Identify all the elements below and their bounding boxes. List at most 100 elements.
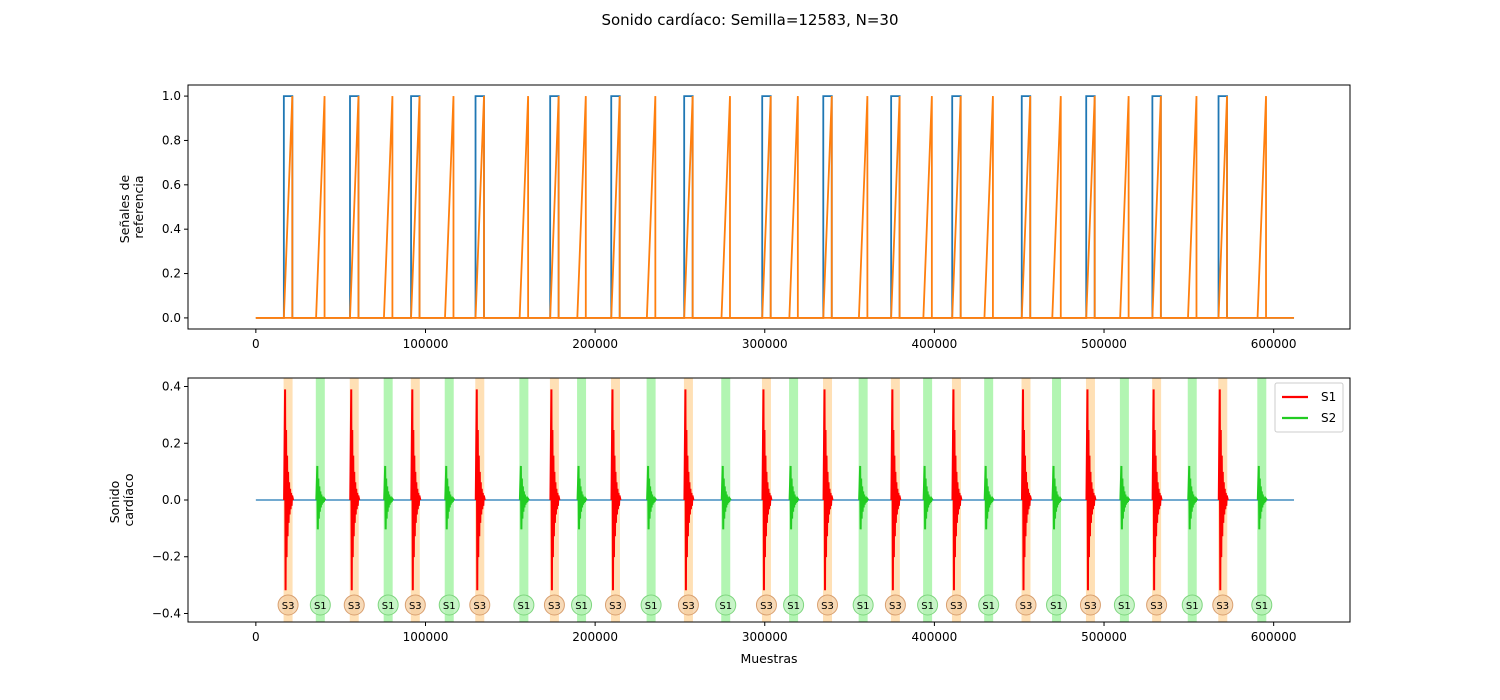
s1-waveform xyxy=(349,389,361,591)
bottom-x-tick-label: 200000 xyxy=(572,630,618,644)
event-marker-label: S1 xyxy=(1255,601,1268,612)
s1-waveform xyxy=(951,389,963,591)
event-marker-label: S1 xyxy=(1186,601,1199,612)
event-marker-circle xyxy=(640,594,662,616)
event-marker-label: S1 xyxy=(921,601,934,612)
event-marker: S3 xyxy=(469,594,491,616)
event-marker: S1 xyxy=(377,594,399,616)
event-marker-circle xyxy=(377,594,399,616)
event-marker-label: S3 xyxy=(548,601,561,612)
event-marker: S3 xyxy=(404,594,426,616)
s2-waveform xyxy=(518,465,530,530)
event-marker-circle xyxy=(1181,594,1203,616)
square-signal-series xyxy=(255,95,1295,319)
bottom-y-axis: −0.4 −0.2 0.0 0.2 0.4 xyxy=(152,380,188,620)
event-marker: S3 xyxy=(1212,594,1234,616)
event-marker-label: S3 xyxy=(609,601,622,612)
s1-waveform xyxy=(1085,389,1097,591)
event-marker: S1 xyxy=(715,594,737,616)
event-marker-label: S3 xyxy=(1084,601,1097,612)
event-marker-label: S1 xyxy=(314,601,327,612)
event-marker: S3 xyxy=(817,594,839,616)
top-x-tick-label: 300000 xyxy=(742,337,788,351)
event-markers: S3 S1 S3 S1 S3 S1 S3 S1 S3 S1 S3 S1 S3 S1 S3 S1 S3 S1 S3 S1… xyxy=(277,594,1273,616)
event-marker-circle xyxy=(1046,594,1068,616)
event-marker-circle xyxy=(783,594,805,616)
bottom-x-tick-label: 300000 xyxy=(742,630,788,644)
event-marker: S1 xyxy=(1113,594,1135,616)
ramp-signal-series xyxy=(255,96,1267,319)
event-marker-label: S3 xyxy=(760,601,773,612)
event-marker-circle xyxy=(1146,594,1168,616)
event-marker: S3 xyxy=(1146,594,1168,616)
s2-waveform xyxy=(858,465,869,530)
event-marker: S3 xyxy=(604,594,626,616)
event-marker-label: S3 xyxy=(950,601,963,612)
event-marker: S1 xyxy=(309,594,331,616)
event-marker: S3 xyxy=(543,594,565,616)
top-x-tick-label: 600000 xyxy=(1251,337,1297,351)
event-marker: S3 xyxy=(884,594,906,616)
event-marker-circle xyxy=(1015,594,1037,616)
event-marker-label: S1 xyxy=(982,601,995,612)
event-marker: S1 xyxy=(513,594,535,616)
event-marker-label: S1 xyxy=(1050,601,1063,612)
s2-waveform xyxy=(983,465,995,530)
top-x-tick-label: 200000 xyxy=(572,337,618,351)
top-y-axis-label-line1: Señales de xyxy=(117,174,132,243)
event-marker: S3 xyxy=(1015,594,1037,616)
top-x-axis: 0 100000 200000 300000 400000 500000 600000 xyxy=(252,329,1297,351)
top-y-tick-label: 0.2 xyxy=(162,267,181,281)
event-marker-circle xyxy=(852,594,874,616)
event-marker: S1 xyxy=(1251,594,1273,616)
s2-waveform xyxy=(1187,465,1199,530)
s1-waveform xyxy=(610,389,622,591)
event-marker-label: S1 xyxy=(787,601,800,612)
s2-waveform xyxy=(788,465,800,530)
bottom-x-axis: 0 100000 200000 300000 400000 500000 600000 xyxy=(252,622,1297,644)
bottom-y-axis-label-line1: Sonido xyxy=(107,481,122,524)
top-x-tick-label: 0 xyxy=(252,337,260,351)
event-marker-circle xyxy=(277,594,299,616)
bottom-x-tick-label: 0 xyxy=(252,630,260,644)
event-marker-label: S3 xyxy=(821,601,834,612)
event-marker: S1 xyxy=(783,594,805,616)
bottom-x-tick-label: 600000 xyxy=(1251,630,1297,644)
s1-waveform xyxy=(283,389,295,591)
bottom-y-tick-label: −0.4 xyxy=(152,606,181,620)
event-marker-circle xyxy=(604,594,626,616)
event-marker: S3 xyxy=(1079,594,1101,616)
bottom-x-tick-label: 100000 xyxy=(403,630,449,644)
event-marker: S3 xyxy=(945,594,967,616)
event-marker: S1 xyxy=(438,594,460,616)
event-marker: S3 xyxy=(343,594,365,616)
event-marker-circle xyxy=(513,594,535,616)
legend-s2-label: S2 xyxy=(1321,411,1336,425)
event-marker: S1 xyxy=(917,594,939,616)
s2-waveform xyxy=(1051,465,1063,530)
figure-title: Sonido cardíaco: Semilla=12583, N=30 xyxy=(601,11,898,29)
s2-waveform xyxy=(315,465,327,530)
event-marker-label: S1 xyxy=(719,601,732,612)
event-marker-circle xyxy=(817,594,839,616)
event-marker-label: S3 xyxy=(473,601,486,612)
event-marker-label: S3 xyxy=(889,601,902,612)
top-y-axis-label: Señales de referencia xyxy=(117,171,146,243)
event-marker-circle xyxy=(1251,594,1273,616)
event-marker: S3 xyxy=(755,594,777,616)
s1-waveform xyxy=(683,389,695,591)
top-y-axis-label-line2: referencia xyxy=(131,175,146,238)
top-x-tick-label: 500000 xyxy=(1081,337,1127,351)
s1-waveform xyxy=(1021,389,1032,591)
event-marker-label: S1 xyxy=(518,601,531,612)
s2-waveform xyxy=(1119,465,1131,530)
event-marker-label: S1 xyxy=(382,601,395,612)
bottom-y-axis-label-line2: cardíaco xyxy=(121,473,136,526)
top-plot-marks xyxy=(255,95,1295,319)
event-marker-label: S3 xyxy=(682,601,695,612)
event-marker-circle xyxy=(469,594,491,616)
s1-waveform xyxy=(410,389,422,591)
top-y-tick-label: 0.0 xyxy=(162,311,181,325)
event-marker-circle xyxy=(884,594,906,616)
event-marker-label: S3 xyxy=(348,601,361,612)
